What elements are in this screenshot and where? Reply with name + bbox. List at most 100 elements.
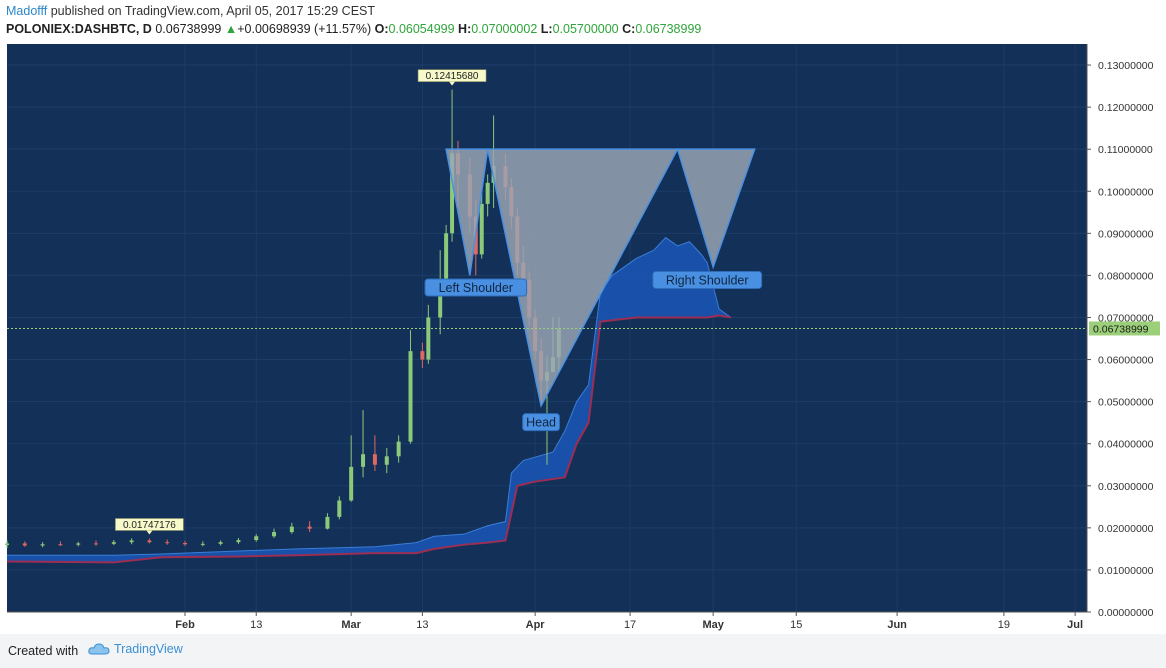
candle-body xyxy=(111,542,116,544)
y-tick-label: 0.05000000 xyxy=(1098,397,1154,409)
candle-body xyxy=(444,233,449,280)
candle-body xyxy=(183,542,188,545)
price-flag-bg xyxy=(417,69,487,82)
y-tick-label: 0.03000000 xyxy=(1098,481,1154,493)
x-tick-label: Feb xyxy=(175,619,195,631)
candle-body xyxy=(289,526,294,533)
candle-body xyxy=(236,540,241,543)
tradingview-link[interactable]: TradingView xyxy=(88,642,183,656)
price-flag-pointer xyxy=(146,530,153,535)
pattern-label: Left Shoulder xyxy=(439,281,513,295)
y-tick-label: 0.11000000 xyxy=(1098,144,1153,156)
close-label: C: xyxy=(622,22,636,36)
y-tick-label: 0.01000000 xyxy=(1098,565,1154,577)
x-tick-label: 17 xyxy=(624,619,636,631)
candle-body xyxy=(147,540,152,543)
candle-body xyxy=(337,500,342,517)
y-tick-label: 0.12000000 xyxy=(1098,102,1154,114)
published-text: published on TradingView.com, April 05, … xyxy=(47,4,376,18)
high-label: H: xyxy=(458,22,472,36)
x-tick-label: 15 xyxy=(790,619,802,631)
candle-body xyxy=(426,317,431,360)
y-tick-label: 0.06000000 xyxy=(1098,355,1154,367)
candle-body xyxy=(396,441,401,457)
close-value: 0.06738999 xyxy=(635,22,702,36)
x-tick-label: Apr xyxy=(526,619,546,631)
last-price: 0.06738999 xyxy=(155,22,222,36)
candle-body xyxy=(438,279,443,318)
pattern-label: Head xyxy=(526,416,556,430)
x-tick-label: 13 xyxy=(250,619,262,631)
cloud-upper-line xyxy=(7,236,732,556)
x-tick-label: Jun xyxy=(887,619,907,631)
price-flag-pointer xyxy=(449,81,456,86)
candle-body xyxy=(58,544,63,546)
price-flag-label: 0.12415680 xyxy=(426,71,479,82)
candle-body xyxy=(325,516,330,529)
candle-body xyxy=(40,544,45,546)
symbol-label: POLONIEX:DASHBTC, D xyxy=(6,22,152,36)
x-tick-label: Jul xyxy=(1067,619,1083,631)
candle-body xyxy=(420,351,425,360)
candle-body xyxy=(450,153,455,234)
candle-body xyxy=(272,532,277,537)
candle-body xyxy=(485,182,490,204)
chart-area[interactable]: 0.13000000 0.12000000 0.11000000 0.10000000… xyxy=(0,42,1166,634)
y-tick-label: 0.02000000 xyxy=(1098,523,1154,535)
ohlc-line: POLONIEX:DASHBTC, D 0.06738999 ▲+0.00698… xyxy=(6,22,701,36)
tradingview-brand: TradingView xyxy=(114,642,183,656)
candle-body xyxy=(254,536,259,541)
x-tick-label: Mar xyxy=(341,619,361,631)
open-label: O: xyxy=(374,22,389,36)
candle-body xyxy=(165,542,170,544)
last-price-label: 0.06738999 xyxy=(1093,323,1149,335)
candle-body xyxy=(218,542,223,544)
pattern-label-bg xyxy=(424,278,528,297)
x-tick-label: 19 xyxy=(998,619,1010,631)
chart-header: Madofff published on TradingView.com, Ap… xyxy=(0,0,1166,42)
y-tick-label: 0.13000000 xyxy=(1098,60,1154,72)
y-tick-label: 0.04000000 xyxy=(1098,439,1154,451)
price-chart[interactable]: 0.13000000 0.12000000 0.11000000 0.10000000… xyxy=(0,42,1166,634)
created-with-label: Created with xyxy=(8,644,79,658)
pattern-label: Right Shoulder xyxy=(666,273,749,287)
footer: Created with TradingView xyxy=(0,634,1166,668)
price-flag-label: 0.01747176 xyxy=(123,520,176,531)
x-tick-label: 13 xyxy=(416,619,428,631)
low-value: 0.05700000 xyxy=(552,22,619,36)
candle-body xyxy=(200,543,205,545)
candle-body xyxy=(94,543,99,545)
pattern-triangle xyxy=(676,148,756,270)
candle-body xyxy=(479,203,484,255)
candle-body xyxy=(76,543,81,545)
pattern-label-bg xyxy=(522,413,560,432)
y-tick-label: 0.08000000 xyxy=(1098,270,1154,282)
cloud-band xyxy=(7,237,731,563)
author-link[interactable]: Madofff xyxy=(6,4,48,18)
open-value: 0.06054999 xyxy=(388,22,455,36)
y-tick-label: 0.10000000 xyxy=(1098,186,1154,198)
pattern-label-bg xyxy=(652,270,763,289)
candle-body xyxy=(22,543,27,546)
candle-body xyxy=(372,454,377,465)
publish-line: Madofff published on TradingView.com, Ap… xyxy=(6,4,375,18)
candle-body xyxy=(5,543,9,546)
candle-body xyxy=(408,351,413,442)
cloud-logo-icon xyxy=(88,643,110,655)
pattern-triangle xyxy=(486,148,679,409)
y-tick-label: 0.09000000 xyxy=(1098,228,1154,240)
cloud-lower-line xyxy=(6,314,732,564)
high-value: 0.07000002 xyxy=(471,22,538,36)
last-price-tag xyxy=(1089,321,1160,336)
low-label: L: xyxy=(540,22,553,36)
candle-body xyxy=(307,526,312,529)
candle-body xyxy=(361,454,366,467)
candle-body xyxy=(129,540,134,543)
x-tick-label: May xyxy=(702,619,724,631)
pattern-triangle xyxy=(445,148,489,276)
up-arrow-icon: ▲ xyxy=(224,22,238,36)
change-value: +0.00698939 (+11.57%) xyxy=(237,22,372,36)
y-tick-label: 0.00000000 xyxy=(1098,607,1154,619)
candle-body xyxy=(349,466,354,501)
candle-body xyxy=(384,456,389,465)
